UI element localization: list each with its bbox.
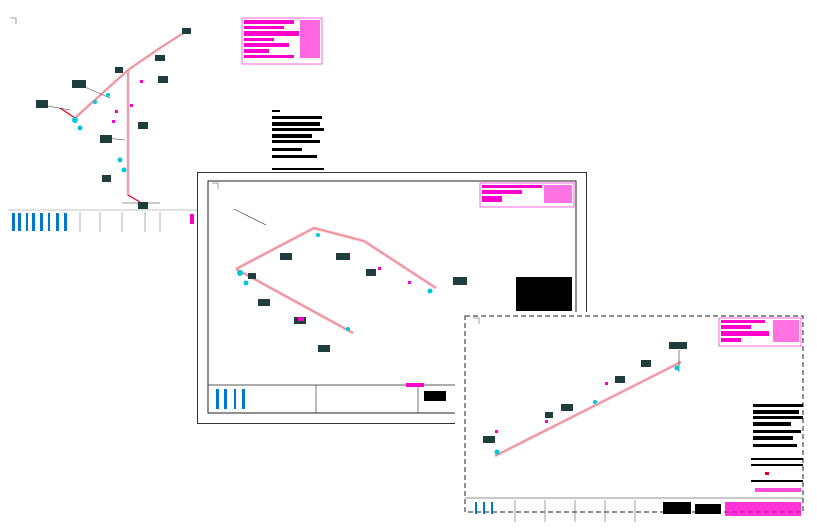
- corner-mark-icon: [212, 182, 219, 189]
- header-table: [241, 17, 323, 65]
- notes-block: [272, 110, 324, 175]
- component-tags: [248, 253, 467, 352]
- corner-mark-icon: [10, 17, 17, 24]
- bottom-title-strip: [8, 209, 200, 232]
- notes-block: [516, 277, 572, 311]
- isometric-drawing-sheet-1[interactable]: [0, 10, 330, 240]
- isometric-drawing-sheet-3[interactable]: [455, 312, 811, 526]
- notes-block: [751, 404, 803, 492]
- fitting-symbols: [72, 93, 127, 173]
- header-table: [479, 182, 575, 208]
- corner-mark-icon: [473, 317, 480, 324]
- sheet-3-drawing: [464, 315, 804, 522]
- header-table: [718, 317, 802, 347]
- component-tags: [483, 342, 687, 443]
- bottom-title-strip: [465, 497, 803, 522]
- pipe-run: [235, 227, 437, 334]
- pipe-run: [59, 31, 186, 203]
- sheet-1-drawing: [8, 17, 324, 232]
- component-tags: [36, 28, 191, 209]
